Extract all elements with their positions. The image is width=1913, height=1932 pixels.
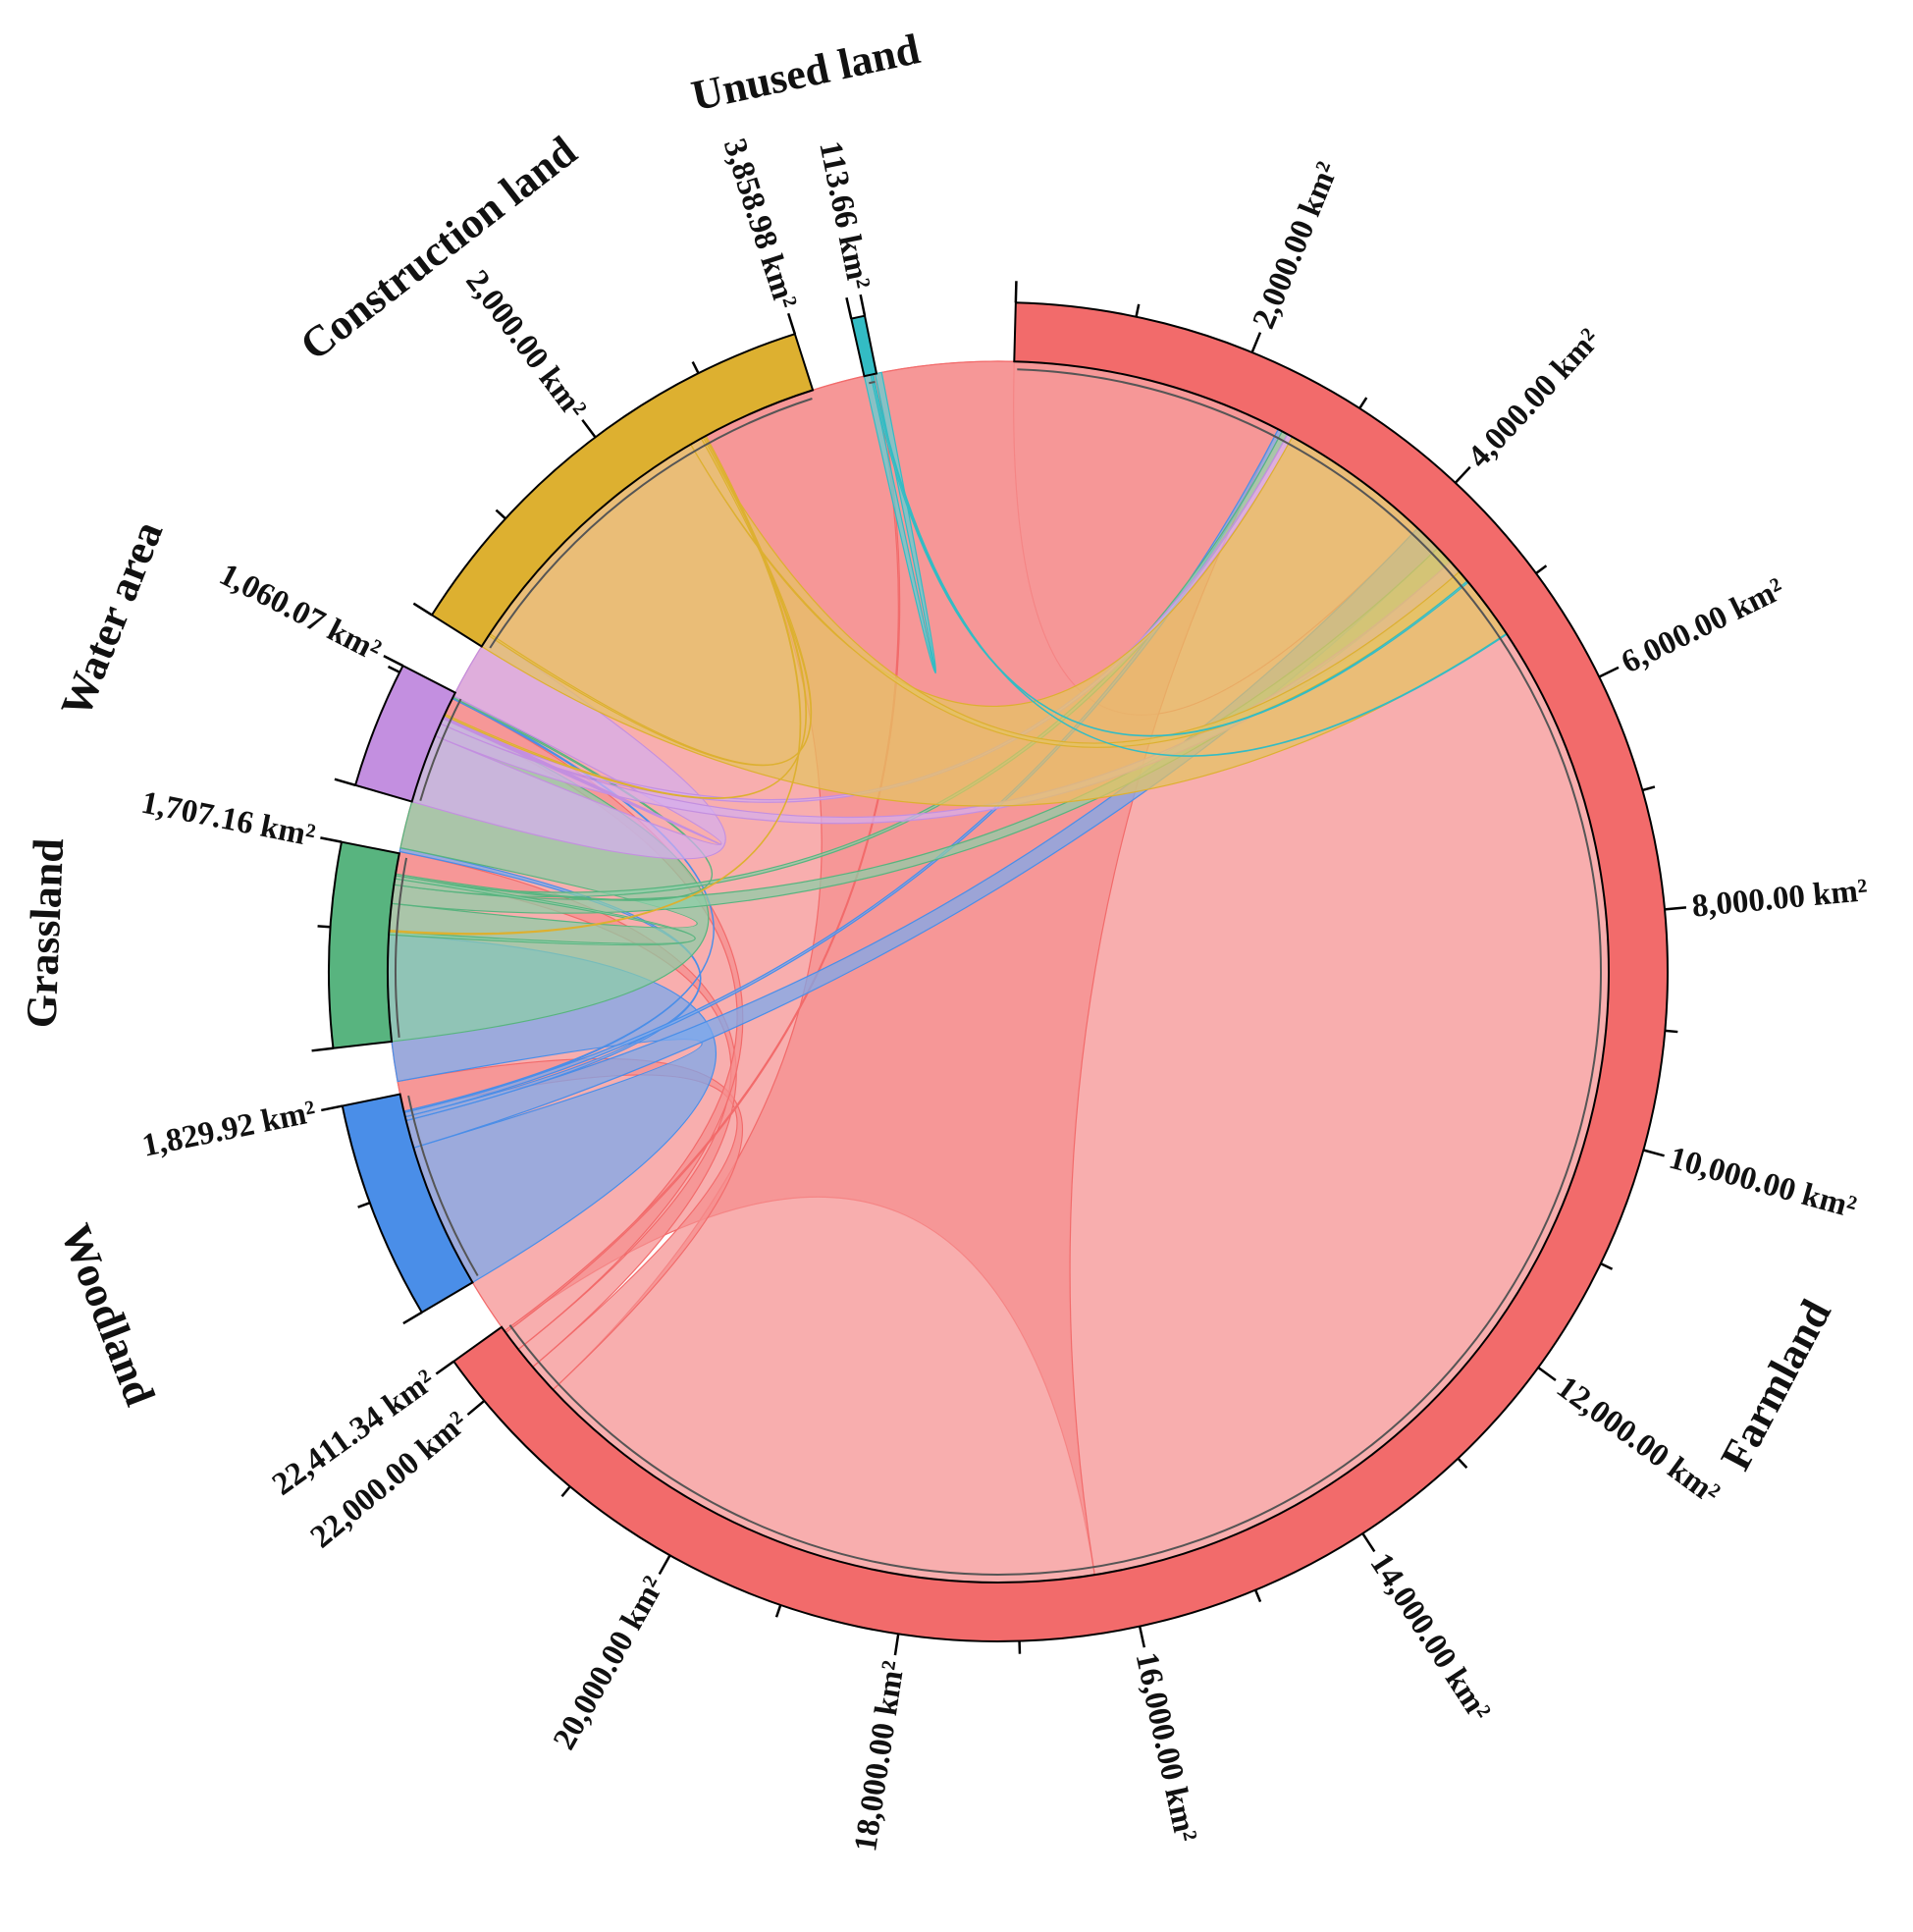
tick-label-farmland-12000: 12,000.00 km² bbox=[1550, 1369, 1726, 1512]
total-label-unused-land: 113.66 km² bbox=[812, 138, 877, 293]
sector-name-woodland: Woodland bbox=[51, 1217, 164, 1412]
tick-end-farmland bbox=[436, 1362, 453, 1374]
sector-name-water-area: Water area bbox=[51, 514, 172, 724]
tick-end-grassland bbox=[320, 837, 342, 841]
total-label-woodland: 1,829.92 km² bbox=[139, 1095, 319, 1164]
tick-farmland-16000 bbox=[1140, 1627, 1144, 1648]
tick-end-water-area bbox=[384, 656, 403, 666]
tick-farmland-7000 bbox=[1642, 786, 1655, 790]
sector-name-construction-land: Construction land bbox=[292, 127, 586, 369]
sector-track-grassland bbox=[329, 842, 399, 1048]
tick-construction-land-0 bbox=[413, 604, 432, 616]
tick-end-woodland bbox=[321, 1106, 343, 1110]
tick-construction-land-2000 bbox=[582, 420, 595, 438]
tick-end-unused-land bbox=[861, 295, 865, 316]
tick-woodland-0 bbox=[403, 1313, 422, 1323]
tick-farmland-8000 bbox=[1665, 907, 1686, 909]
tick-farmland-22000 bbox=[467, 1401, 484, 1415]
tick-farmland-18000 bbox=[895, 1634, 898, 1655]
tick-label-construction-land-2000: 2,000.00 km² bbox=[458, 264, 593, 426]
tick-construction-land-3000 bbox=[693, 362, 699, 374]
tick-label-farmland-8000: 8,000.00 km² bbox=[1690, 873, 1869, 925]
tick-farmland-13000 bbox=[1458, 1459, 1466, 1468]
tick-construction-land-1000 bbox=[496, 510, 505, 519]
total-label-farmland: 22,411.34 km² bbox=[266, 1363, 442, 1502]
tick-farmland-9000 bbox=[1665, 1031, 1677, 1032]
total-label-construction-land: 3,858.98 km² bbox=[717, 134, 804, 313]
tick-label-farmland-4000: 4,000.00 km² bbox=[1461, 322, 1608, 475]
chord-layer bbox=[388, 361, 1609, 1583]
tick-end-construction-land bbox=[788, 313, 795, 334]
tick-farmland-19000 bbox=[776, 1605, 780, 1617]
tick-grassland-1000 bbox=[318, 926, 331, 927]
tick-farmland-14000 bbox=[1362, 1533, 1374, 1551]
sector-track-unused-land bbox=[851, 316, 877, 376]
tick-farmland-11000 bbox=[1601, 1263, 1613, 1269]
tick-label-farmland-18000: 18,000.00 km² bbox=[848, 1658, 912, 1853]
sector-name-grassland: Grassland bbox=[17, 837, 73, 1029]
tick-farmland-4000 bbox=[1456, 467, 1470, 483]
total-label-grassland: 1,707.16 km² bbox=[138, 785, 318, 854]
tick-farmland-0 bbox=[1016, 281, 1017, 302]
tick-farmland-6000 bbox=[1599, 668, 1619, 677]
tick-water-area-1000 bbox=[388, 667, 399, 672]
tick-label-farmland-20000: 20,000.00 km² bbox=[547, 1571, 672, 1756]
tick-farmland-20000 bbox=[660, 1555, 670, 1574]
tick-label-farmland-10000: 10,000.00 km² bbox=[1666, 1141, 1861, 1226]
tick-label-farmland-2000: 2,000.00 km² bbox=[1247, 157, 1346, 334]
total-label-water-area: 1,060.07 km² bbox=[214, 557, 387, 669]
tick-label-farmland-6000: 6,000.00 km² bbox=[1616, 571, 1789, 680]
tick-farmland-5000 bbox=[1536, 565, 1546, 573]
tick-farmland-12000 bbox=[1538, 1368, 1556, 1380]
tick-grassland-0 bbox=[312, 1048, 334, 1051]
sector-inner-edge-unused-land bbox=[869, 382, 875, 383]
tick-water-area-0 bbox=[335, 779, 355, 785]
sector-name-unused-land: Unused land bbox=[687, 25, 924, 120]
tick-farmland-15000 bbox=[1255, 1590, 1260, 1602]
sector-name-farmland: Farmland bbox=[1711, 1292, 1840, 1477]
tick-farmland-2000 bbox=[1252, 333, 1260, 352]
tick-woodland-1000 bbox=[358, 1203, 370, 1207]
tick-farmland-21000 bbox=[561, 1486, 569, 1496]
tick-label-farmland-14000: 14,000.00 km² bbox=[1363, 1547, 1498, 1728]
tick-farmland-3000 bbox=[1359, 398, 1366, 408]
tick-label-farmland-16000: 16,000.00 km² bbox=[1129, 1649, 1204, 1845]
tick-farmland-1000 bbox=[1137, 304, 1140, 317]
tick-unused-land-0 bbox=[846, 297, 851, 318]
tick-farmland-10000 bbox=[1643, 1151, 1664, 1156]
